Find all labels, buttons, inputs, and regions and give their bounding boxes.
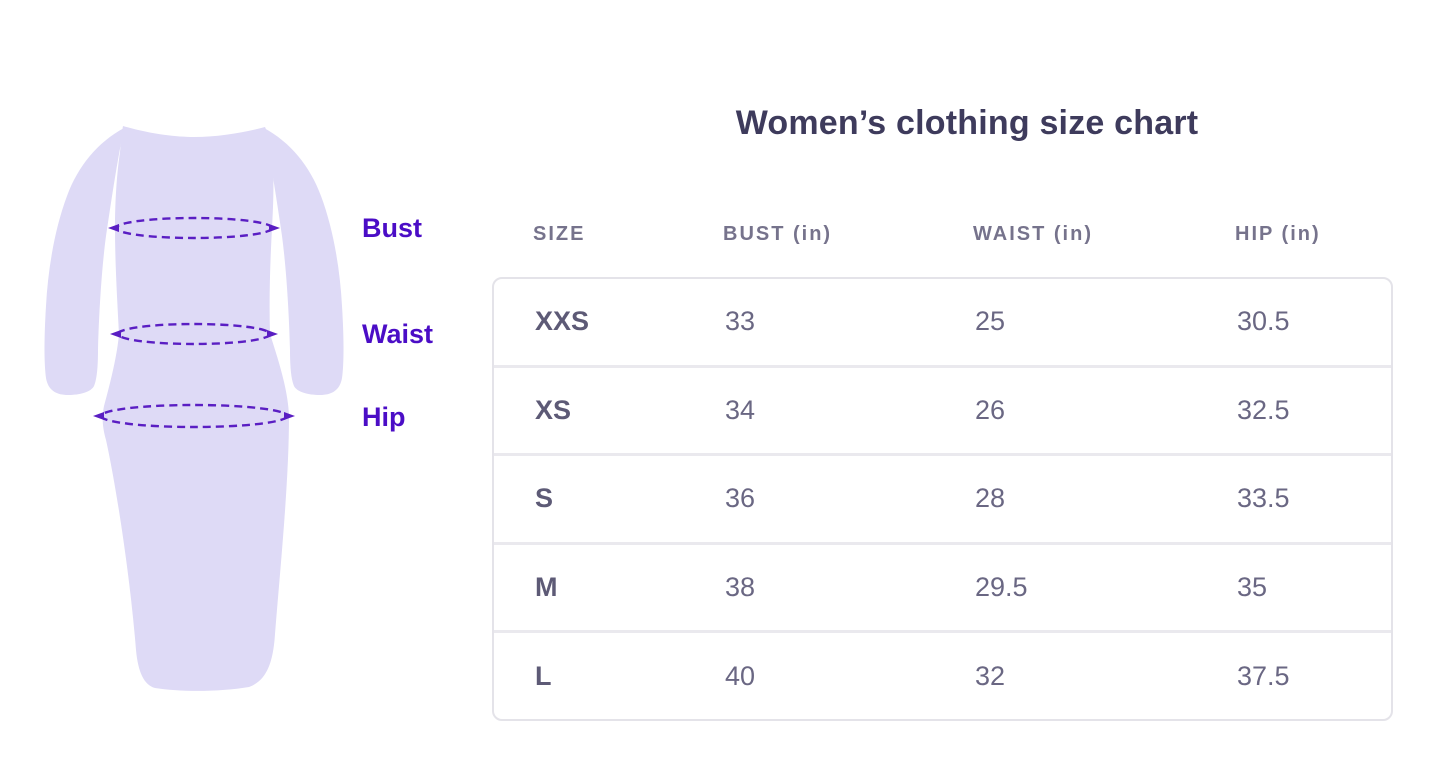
cell-size: L (535, 660, 552, 691)
cell-waist: 26 (975, 394, 1006, 425)
column-header-bust: BUST (in) (723, 222, 833, 245)
size-table: XXS 33 25 30.5 XS 34 26 32.5 S 36 28 33.… (492, 277, 1393, 721)
cell-waist: 32 (975, 660, 1006, 691)
cell-size: S (535, 483, 554, 514)
cell-hip: 32.5 (1237, 394, 1290, 425)
column-header-waist: WAIST (in) (973, 222, 1093, 245)
dress-right-sleeve (264, 128, 344, 395)
page-title: Women’s clothing size chart (735, 104, 1199, 142)
dress-illustration (44, 126, 344, 691)
cell-size: XS (535, 394, 572, 425)
dress-torso (102, 126, 289, 691)
table-row-xxs: XXS 33 25 30.5 (494, 279, 1391, 365)
table-row-xs: XS 34 26 32.5 (494, 364, 1391, 454)
cell-size: XXS (535, 306, 590, 337)
table-header-row: SIZE BUST (in) WAIST (in) HIP (in) (492, 220, 1393, 248)
table-row-s: S 36 28 33.5 (494, 453, 1391, 542)
bust-label: Bust (362, 213, 422, 243)
table-row-m: M 38 29.5 35 (494, 541, 1391, 631)
column-header-hip: HIP (in) (1235, 222, 1321, 245)
cell-bust: 36 (725, 483, 756, 514)
dress-left-sleeve (44, 128, 124, 395)
measurement-arrow-tips (93, 224, 295, 420)
waist-label: Waist (362, 319, 434, 349)
cell-bust: 34 (725, 394, 756, 425)
cell-size: M (535, 572, 558, 603)
dress-silhouette (44, 126, 344, 691)
hip-label: Hip (362, 402, 406, 432)
cell-waist: 25 (975, 306, 1006, 337)
cell-hip: 35 (1237, 572, 1268, 603)
cell-bust: 40 (725, 660, 756, 691)
cell-waist: 28 (975, 483, 1006, 514)
cell-hip: 30.5 (1237, 306, 1290, 337)
cell-hip: 37.5 (1237, 660, 1290, 691)
cell-hip: 33.5 (1237, 483, 1290, 514)
cell-waist: 29.5 (975, 572, 1028, 603)
column-header-size: SIZE (533, 222, 586, 245)
cell-bust: 33 (725, 306, 756, 337)
cell-bust: 38 (725, 572, 756, 603)
table-row-l: L 40 32 37.5 (494, 630, 1391, 719)
